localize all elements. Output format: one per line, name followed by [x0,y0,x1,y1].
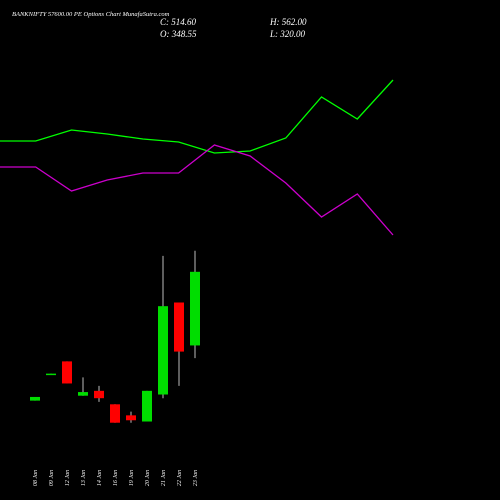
x-tick-label: 16 Jan [113,470,119,486]
candle-body [110,404,120,423]
candle-body [94,390,104,399]
candle-body [190,271,200,346]
line-series [0,79,394,154]
candle-body [126,415,136,421]
candle-body [62,361,72,384]
candle-body [158,306,168,395]
candle-body [46,373,56,376]
close-label: C: 514.60 [160,17,197,27]
line-series [0,144,394,236]
open-label: O: 348.55 [160,29,197,39]
x-tick-label: 14 Jan [96,470,103,486]
x-tick-label: 23 Jan [193,470,199,486]
x-tick-label: 20 Jan [145,470,151,486]
x-tick-label: 08 Jan [33,470,39,486]
x-tick-label: 12 Jan [65,470,71,486]
x-tick-label: 21 Jan [161,470,167,486]
candle-body [78,392,88,396]
chart-title: BANKNIFTY 57600.00 PE Options Chart Muna… [12,11,170,18]
x-tick-label: 09 Jan [49,470,55,486]
x-tick-label: 19 Jan [129,470,135,486]
candle-body [142,390,152,422]
candle-body [174,302,184,352]
x-tick-label: 13 Jan [81,470,87,486]
high-label: H: 562.00 [269,17,307,27]
low-label: L: 320.00 [269,29,306,39]
x-tick-label: 22 Jan [177,470,183,486]
candle-body [30,396,40,401]
